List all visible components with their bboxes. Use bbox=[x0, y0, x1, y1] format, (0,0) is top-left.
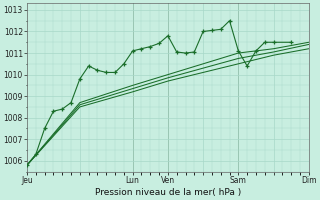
X-axis label: Pression niveau de la mer( hPa ): Pression niveau de la mer( hPa ) bbox=[95, 188, 241, 197]
